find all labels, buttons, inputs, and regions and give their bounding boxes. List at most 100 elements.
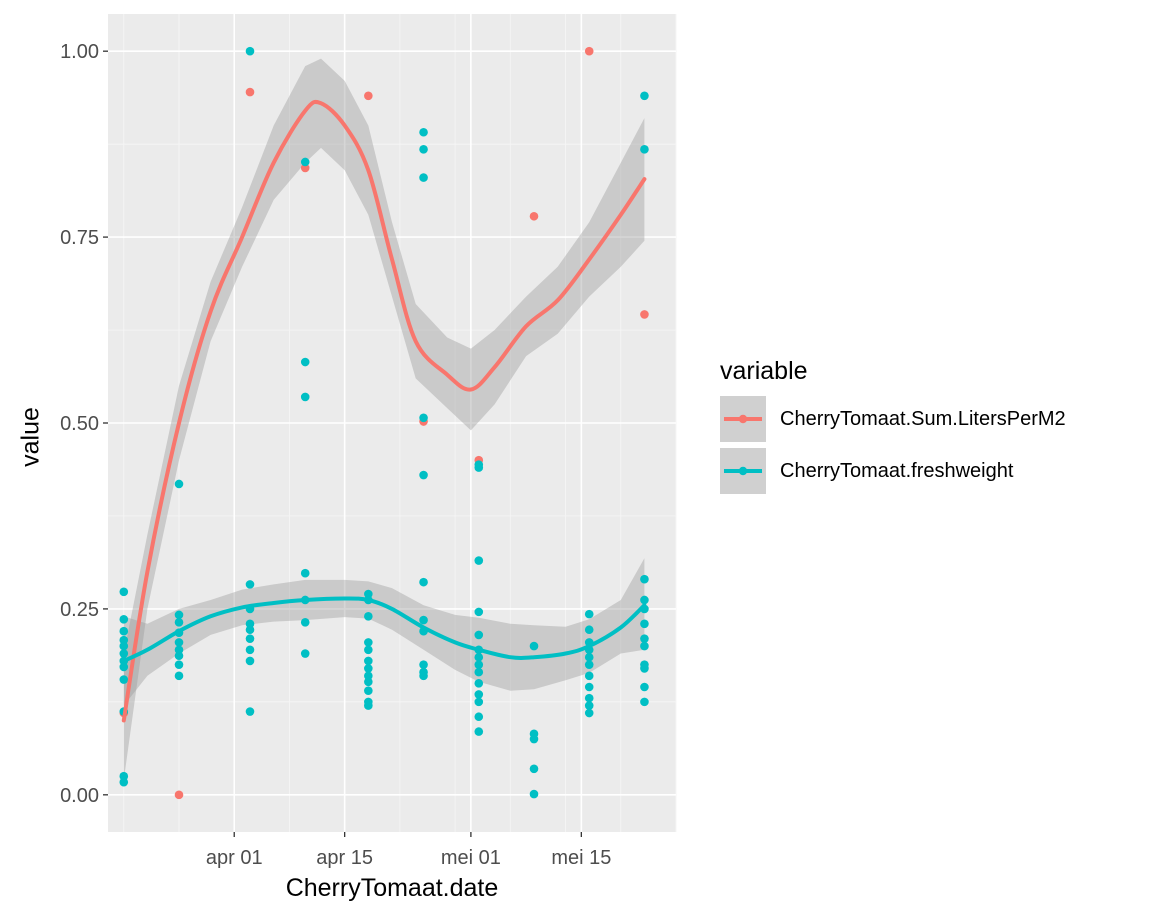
point-freshweight [584, 708, 594, 718]
point-freshweight [474, 678, 484, 688]
band-liters [123, 58, 645, 780]
point-freshweight [119, 662, 129, 672]
point-liters [245, 87, 255, 97]
point-freshweight [474, 697, 484, 707]
point-freshweight [584, 660, 594, 669]
point-freshweight [364, 589, 373, 599]
point-freshweight [300, 649, 310, 658]
point-freshweight [640, 574, 649, 584]
point-freshweight [364, 612, 373, 621]
point-freshweight [364, 677, 373, 687]
point-freshweight [245, 656, 255, 666]
point-freshweight [640, 91, 649, 101]
point-liters [364, 91, 373, 101]
y-tick-label: 0.00 [60, 785, 99, 807]
point-freshweight [529, 734, 539, 744]
point-freshweight [529, 764, 539, 774]
smooth-line-liters [121, 99, 647, 723]
point-freshweight [364, 638, 373, 647]
point-liters [640, 310, 649, 319]
legend-title: variable [720, 357, 808, 385]
point-freshweight [364, 686, 373, 696]
axes: 0.00 0.25 0.50 0.75 1.00 apr 01 apr 15 mei 01 me… [60, 41, 611, 869]
legend-key-freshweight [720, 448, 766, 494]
point-freshweight [529, 641, 539, 651]
point-freshweight [174, 610, 184, 620]
point-freshweight [474, 660, 484, 669]
y-tick-label: 0.50 [60, 413, 99, 435]
point-freshweight [584, 701, 594, 710]
point-freshweight [419, 470, 428, 480]
point-freshweight [419, 671, 428, 681]
x-tick-label: mei 01 [441, 847, 501, 869]
point-freshweight [474, 667, 484, 677]
point-freshweight [640, 634, 649, 643]
point-liters [584, 46, 594, 56]
legend-point-liters [738, 414, 748, 424]
point-freshweight [119, 777, 129, 787]
point-freshweight [300, 568, 310, 578]
y-axis-title: value [16, 407, 45, 467]
point-freshweight [174, 651, 184, 661]
point-freshweight [174, 638, 184, 647]
point-freshweight [245, 645, 255, 655]
point-freshweight [584, 693, 594, 703]
point-freshweight [474, 607, 484, 617]
point-freshweight [584, 682, 594, 692]
legend-label-liters: CherryTomaat.Sum.LitersPerM2 [780, 408, 1066, 430]
point-freshweight [300, 617, 310, 627]
point-freshweight [245, 619, 255, 629]
point-freshweight [474, 630, 484, 640]
x-tick-label: apr 01 [206, 847, 263, 869]
legend-item-liters: CherryTomaat.Sum.LitersPerM2 [720, 396, 1140, 442]
point-freshweight [584, 671, 594, 681]
point-freshweight [419, 127, 428, 137]
point-freshweight [474, 652, 484, 662]
point-freshweight [640, 619, 649, 629]
legend-label-freshweight: CherryTomaat.freshweight [780, 460, 1014, 482]
point-freshweight [119, 771, 129, 781]
x-tick-label: apr 15 [316, 847, 373, 869]
x-tick-label: mei 15 [551, 847, 611, 869]
point-freshweight [364, 664, 373, 673]
point-freshweight [174, 479, 184, 489]
point-freshweight [174, 671, 184, 681]
data-points [119, 46, 649, 800]
point-freshweight [300, 157, 310, 167]
point-freshweight [245, 625, 255, 635]
point-freshweight [419, 173, 428, 182]
point-freshweight [529, 789, 539, 799]
smooth-line-freshweight [121, 596, 647, 663]
legend: variable CherryTomaat.Sum.LitersPerM2 Ch… [720, 354, 1066, 494]
point-freshweight [245, 707, 255, 716]
point-freshweight [364, 656, 373, 666]
point-freshweight [174, 660, 184, 669]
x-axis-title: CherryTomaat.date [285, 874, 499, 902]
point-liters [529, 211, 539, 221]
legend-point-freshweight [738, 466, 748, 476]
point-freshweight [119, 615, 129, 624]
point-freshweight [364, 701, 373, 710]
point-liters [174, 790, 184, 800]
point-freshweight [300, 392, 310, 402]
point-freshweight [474, 727, 484, 736]
point-liters [300, 163, 310, 173]
y-tick-label: 1.00 [60, 41, 99, 63]
smooth-lines [121, 99, 647, 723]
legend-key-liters [720, 396, 766, 442]
y-tick-label: 0.25 [60, 599, 99, 621]
point-freshweight [640, 682, 649, 692]
point-freshweight [364, 671, 373, 681]
y-tick-label: 0.75 [60, 227, 99, 249]
point-freshweight [300, 357, 310, 367]
point-freshweight [119, 635, 129, 645]
point-freshweight [584, 652, 594, 662]
point-freshweight [245, 46, 255, 56]
point-freshweight [119, 626, 129, 636]
point-freshweight [640, 145, 649, 154]
point-freshweight [119, 641, 129, 651]
point-freshweight [245, 580, 255, 589]
point-freshweight [474, 712, 484, 722]
point-freshweight [364, 645, 373, 655]
